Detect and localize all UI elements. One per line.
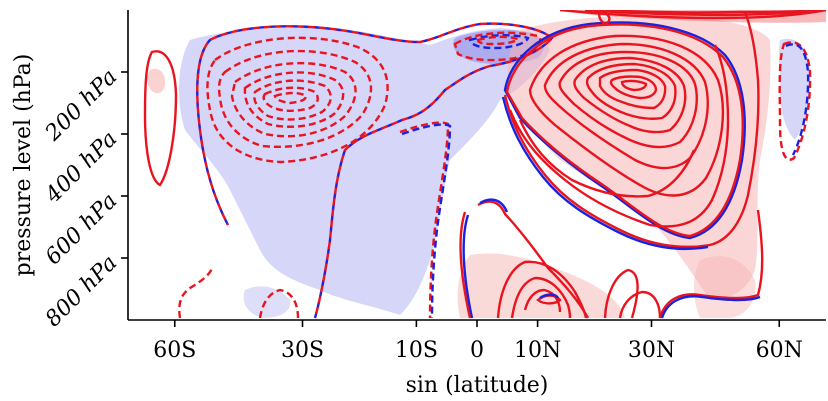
neg-contour-eq2 xyxy=(468,34,530,50)
neg-contour-low xyxy=(258,288,300,319)
neg-contour-east-blue xyxy=(785,43,810,156)
pos-contour-low1 xyxy=(459,211,472,319)
negative-shading-east xyxy=(779,38,811,140)
neg-contour-4 xyxy=(230,62,357,138)
pos-contour-low-c xyxy=(510,276,572,319)
x-axis-label: sin (latitude) xyxy=(406,373,549,398)
x-tick-label: 10N xyxy=(514,338,561,363)
positive-shading-right xyxy=(694,256,756,318)
pos-contour-n5 xyxy=(573,56,687,134)
neg-contour-8 xyxy=(273,91,308,105)
pos-contour-low-f xyxy=(603,268,639,319)
positive-shading-west xyxy=(147,68,166,94)
pos-contour-top4 xyxy=(598,10,611,26)
neg-contour-outer-red xyxy=(196,22,554,319)
neg-contour-5 xyxy=(243,71,345,128)
neg-contour-mid-sh-blue xyxy=(401,123,452,319)
pos-contour-n1 xyxy=(505,23,744,238)
neg-contour-west xyxy=(178,267,214,319)
x-tick-label: 0 xyxy=(470,338,484,363)
pos-contour-west xyxy=(143,50,178,187)
x-tick-label: 10S xyxy=(395,338,438,363)
neg-contour-6 xyxy=(253,79,332,121)
pos-contour-arm1-blue xyxy=(501,96,709,250)
x-ticks: 60S 30S 10S 0 10N 30N 60N xyxy=(153,320,803,363)
pos-contour-low-a xyxy=(477,200,590,319)
pos-contour-arm3 xyxy=(518,119,696,198)
pos-contour-arm1 xyxy=(503,11,760,248)
neg-contour-eq1 xyxy=(453,31,542,62)
pos-contour-top3 xyxy=(604,10,826,14)
pos-contour-low-a-blue xyxy=(479,198,509,213)
neg-contour-mid-sh xyxy=(399,121,450,319)
pos-contour-low-h xyxy=(618,290,662,319)
negative-shading-low xyxy=(243,286,291,318)
pos-contour-low-d xyxy=(523,288,562,313)
x-tick-label: 60N xyxy=(756,338,803,363)
pos-contour-n7 xyxy=(598,68,667,110)
negative-shading-main xyxy=(178,27,550,315)
pos-contour-n8 xyxy=(609,75,658,100)
neg-contour-3 xyxy=(217,49,373,148)
pos-contour-n3 xyxy=(543,42,709,170)
neg-contour-2 xyxy=(206,36,389,164)
y-axis-label: pressure level (hPa) xyxy=(11,54,36,277)
pos-contour-low-g-blue xyxy=(660,295,761,319)
pos-contour-arm2 xyxy=(508,44,730,228)
shading-layer xyxy=(147,10,826,318)
pos-contour-n6 xyxy=(585,62,677,120)
pos-contour-low-g xyxy=(658,209,764,319)
pos-contour-low-b xyxy=(496,260,588,319)
x-tick-label: 60S xyxy=(153,338,196,363)
pos-contour-low1-blue xyxy=(462,214,474,319)
pos-contour-low-e-blue xyxy=(539,293,560,300)
pos-contour-n9 xyxy=(620,79,648,92)
contour-layer xyxy=(143,10,826,319)
neg-contour-eq3 xyxy=(476,35,521,46)
x-tick-label: 30N xyxy=(628,338,675,363)
pos-contour-n1-blue xyxy=(503,21,746,240)
pos-contour-n4 xyxy=(558,50,698,149)
positive-contours xyxy=(143,10,826,319)
pos-contour-n2 xyxy=(528,34,725,197)
negative-contours xyxy=(178,22,812,319)
x-tick-label: 30S xyxy=(281,338,324,363)
neg-contour-east xyxy=(778,41,812,161)
neg-contour-7 xyxy=(262,86,319,112)
